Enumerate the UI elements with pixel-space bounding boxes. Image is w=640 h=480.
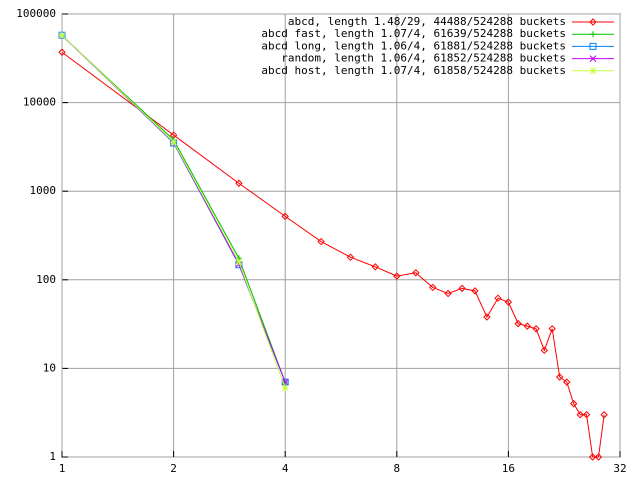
point-marker	[569, 399, 578, 408]
x-tick-label: 16	[502, 462, 515, 475]
x-tick-label: 2	[170, 462, 177, 475]
point-marker	[235, 258, 243, 266]
series-line	[61, 51, 605, 458]
point-marker	[504, 298, 513, 306]
point-marker	[548, 325, 556, 333]
legend-label: abcd, length 1.48/29, 44488/524288 bucke…	[288, 15, 566, 28]
legend-label: abcd long, length 1.06/4, 61881/524288 b…	[261, 39, 566, 52]
point-marker	[58, 48, 66, 56]
y-tick-label: 10	[43, 361, 56, 374]
point-marker	[483, 313, 491, 321]
point-marker	[563, 378, 571, 386]
point-marker	[471, 287, 479, 295]
y-tick-label: 10000	[23, 96, 56, 109]
legend-label: random, length 1.06/4, 61852/524288 buck…	[281, 52, 566, 65]
legend-marker	[589, 67, 597, 75]
point-marker	[600, 411, 608, 419]
legend-marker	[589, 42, 597, 50]
legend-label: abcd fast, length 1.07/4, 61639/524288 b…	[261, 27, 566, 40]
point-marker	[588, 453, 597, 461]
point-marker	[371, 263, 380, 271]
point-marker	[555, 373, 564, 381]
point-marker	[281, 384, 289, 392]
point-marker	[514, 319, 522, 328]
y-tick-label: 1000	[30, 184, 57, 197]
legend-label: abcd host, length 1.07/4, 61858/524288 b…	[261, 64, 566, 77]
y-tick-label: 1	[49, 450, 56, 463]
point-marker	[412, 269, 420, 277]
point-marker	[429, 283, 437, 292]
point-marker	[170, 139, 178, 147]
point-marker	[317, 237, 325, 246]
point-marker	[523, 322, 532, 330]
point-marker	[346, 253, 355, 261]
point-marker	[281, 378, 289, 386]
plot-frame	[61, 13, 621, 458]
point-marker	[235, 179, 243, 187]
point-marker	[532, 325, 540, 333]
series-line	[61, 35, 286, 389]
x-tick-label: 1	[59, 462, 66, 475]
point-marker	[58, 32, 66, 39]
point-marker	[576, 411, 584, 419]
legend-marker	[589, 18, 597, 26]
point-marker	[170, 138, 177, 146]
x-tick-label: 4	[282, 462, 289, 475]
y-tick-label: 100	[36, 273, 56, 286]
y-tick-label: 100000	[16, 7, 56, 20]
point-marker	[458, 284, 466, 293]
x-tick-label: 8	[393, 462, 400, 475]
point-marker	[582, 411, 591, 419]
legend-marker	[590, 31, 596, 38]
point-marker	[281, 212, 289, 221]
series-line	[61, 35, 286, 383]
legend-marker	[589, 55, 597, 62]
point-marker	[494, 294, 502, 302]
point-marker	[540, 346, 549, 355]
x-tick-label: 32	[613, 462, 626, 475]
point-marker	[444, 289, 452, 298]
point-marker	[594, 453, 603, 461]
point-marker	[393, 272, 401, 280]
